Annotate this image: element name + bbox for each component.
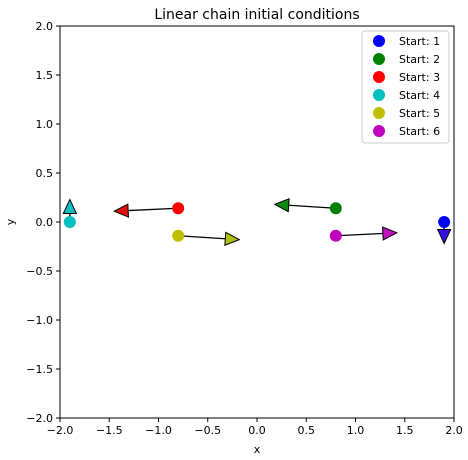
legend: Start: 1 Start: 2 Start: 3 Start: 4 Start: 5… <box>361 30 450 144</box>
x-tick-label: 0.5 <box>298 424 316 437</box>
velocity-arrow-head <box>112 203 129 218</box>
x-tick-label: −1.5 <box>96 424 123 437</box>
y-tick-label: 1.5 <box>36 69 54 82</box>
series-3 <box>112 202 185 218</box>
x-tick-label: 0.0 <box>248 424 266 437</box>
velocity-arrow-shaft <box>128 207 179 212</box>
velocity-arrow-head <box>436 229 452 245</box>
legend-label: Start: 2 <box>399 53 440 66</box>
x-axis-label: x <box>254 443 261 456</box>
velocity-arrow-head <box>273 198 290 213</box>
y-axis-ticks: −2.0 −1.5 −1.0 −0.5 0.0 0.5 1.0 1.5 2.0 <box>26 20 60 425</box>
start-point <box>438 216 451 228</box>
y-tick-label: 1.0 <box>36 118 54 131</box>
y-tick-label: 0.5 <box>36 167 54 180</box>
series-1 <box>436 216 452 245</box>
velocity-arrow-head <box>382 226 399 241</box>
legend-label: Start: 6 <box>399 125 440 138</box>
y-tick-label: 2.0 <box>36 20 54 33</box>
start-point <box>63 216 76 228</box>
x-tick-label: −2.0 <box>47 424 74 437</box>
y-tick-label: −1.0 <box>26 314 53 327</box>
legend-marker <box>373 53 385 65</box>
series-5 <box>172 229 241 246</box>
x-tick-label: 2.0 <box>445 424 463 437</box>
legend-marker <box>373 107 385 119</box>
x-axis-ticks: −2.0 −1.5 −1.0 −0.5 0.0 0.5 1.0 1.5 2.0 <box>47 418 463 437</box>
velocity-arrow-head <box>62 198 78 214</box>
y-tick-label: 0.0 <box>36 216 54 229</box>
series-6 <box>329 226 399 242</box>
y-tick-label: −0.5 <box>26 265 53 278</box>
start-point <box>172 202 185 215</box>
velocity-arrow-head <box>224 231 241 246</box>
marks-layer <box>62 198 452 246</box>
legend-label: Start: 4 <box>399 89 440 102</box>
start-point <box>329 202 342 215</box>
legend-marker <box>373 89 385 101</box>
y-tick-label: −2.0 <box>26 412 53 425</box>
legend-label: Start: 3 <box>399 71 440 84</box>
start-point <box>329 229 342 242</box>
velocity-arrow-shaft <box>178 235 226 240</box>
series-2 <box>273 198 342 215</box>
y-tick-label: −1.5 <box>26 363 53 376</box>
y-axis-label: y <box>4 218 17 225</box>
x-tick-label: 1.0 <box>347 424 365 437</box>
legend-marker <box>373 71 385 83</box>
x-tick-label: −0.5 <box>194 424 221 437</box>
legend-marker <box>373 35 385 47</box>
series-4 <box>62 198 78 228</box>
start-point <box>172 229 185 242</box>
legend-label: Start: 5 <box>399 107 440 120</box>
legend-label: Start: 1 <box>399 35 440 48</box>
legend-marker <box>373 125 385 137</box>
velocity-arrow-shaft <box>288 204 336 209</box>
chart-title: Linear chain initial conditions <box>154 7 359 23</box>
velocity-arrow-shaft <box>335 232 383 237</box>
x-tick-label: −1.0 <box>145 424 172 437</box>
x-tick-label: 1.5 <box>396 424 414 437</box>
